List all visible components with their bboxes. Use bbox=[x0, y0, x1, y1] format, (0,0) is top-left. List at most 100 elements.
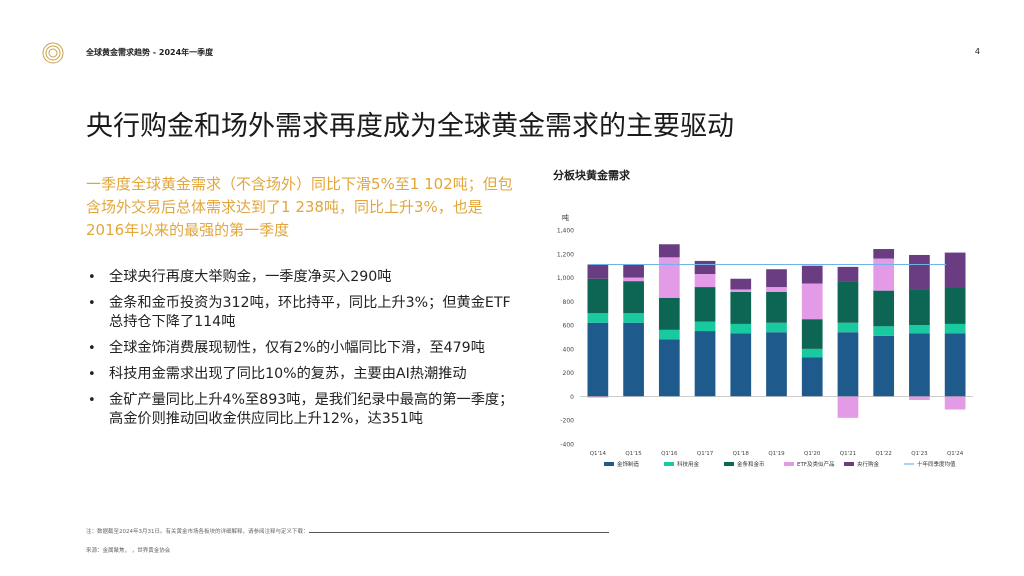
y-tick-label: 200 bbox=[563, 370, 575, 377]
legend-label: 十年同季度均值 bbox=[917, 460, 956, 468]
list-item: 金条和金币投资为312吨，环比持平，同比上升3%；但黄金ETF总持仓下降了114… bbox=[86, 294, 516, 332]
bar-segment bbox=[944, 396, 966, 410]
lead-summary: 一季度全球黄金需求（不含场外）同比下滑5%至1 102吨；但包含场外交易后总体需… bbox=[86, 175, 513, 239]
legend-swatch bbox=[784, 462, 794, 466]
bar-segment bbox=[623, 264, 644, 278]
bar-segment bbox=[587, 322, 609, 397]
x-tick-label: Q1'14 bbox=[590, 451, 607, 457]
list-item: 金矿产量同比上升4%至893吨，是我们纪录中最高的第一季度；高金价则推动回收金供… bbox=[86, 391, 516, 429]
logo-icon bbox=[42, 42, 64, 64]
bar-segment bbox=[694, 321, 716, 332]
bar-segment bbox=[837, 281, 859, 323]
bar-segment bbox=[766, 322, 787, 333]
x-tick-label: Q1'18 bbox=[733, 451, 750, 457]
bar-segment bbox=[873, 249, 895, 259]
legend-label: 央行购金 bbox=[857, 460, 880, 468]
y-tick-label: 0 bbox=[570, 394, 574, 401]
bar-segment bbox=[873, 326, 895, 336]
bar-segment bbox=[909, 333, 930, 397]
y-tick-label: 800 bbox=[563, 299, 575, 306]
bar-segment bbox=[909, 325, 930, 334]
bar-segment bbox=[730, 278, 752, 290]
chart-title: 分板块黄金需求 bbox=[553, 169, 630, 182]
list-item: 科技用金需求出现了同比10%的复苏，主要由AI热潮推动 bbox=[86, 365, 516, 384]
bar-segment bbox=[730, 289, 752, 292]
demand-by-sector-chart: 吨 -400 -200 0 200 400 600 800 1,000 1,200 1,400 Q1'… bbox=[557, 213, 973, 468]
legend-label: ETF及类似产品 bbox=[797, 460, 835, 468]
bar-segment bbox=[766, 269, 787, 288]
document-title: 全球黄金需求趋势 - 2024年一季度 bbox=[86, 48, 214, 57]
footer-link-underline bbox=[308, 527, 609, 533]
y-tick-label: 400 bbox=[563, 346, 575, 353]
bar-segment bbox=[801, 265, 823, 284]
bar-segment bbox=[873, 335, 895, 397]
bar-segment bbox=[658, 339, 680, 397]
bar-segment bbox=[837, 266, 859, 282]
bar-segment bbox=[837, 332, 859, 397]
bar-segment bbox=[694, 260, 716, 274]
legend-swatch bbox=[844, 462, 854, 466]
y-tick-label: 1,400 bbox=[557, 228, 574, 235]
bar-segment bbox=[801, 357, 823, 397]
list-item: 全球央行再度大举购金，一季度净买入290吨 bbox=[86, 268, 516, 287]
bar-segment bbox=[944, 287, 966, 324]
x-tick-label: Q1'15 bbox=[625, 451, 642, 457]
bar-segment bbox=[837, 396, 859, 418]
x-tick-label: Q1'17 bbox=[697, 451, 714, 457]
list-item: 全球金饰消费展现韧性，仅有2%的小幅同比下滑，至479吨 bbox=[86, 339, 516, 358]
bar-segment bbox=[658, 244, 680, 258]
bar-segment bbox=[694, 287, 716, 322]
x-tick-label: Q1'22 bbox=[876, 451, 892, 457]
x-tick-label: Q1'21 bbox=[840, 451, 856, 457]
bar-segment bbox=[873, 258, 895, 291]
x-tick-label: Q1'19 bbox=[768, 451, 785, 457]
legend-label: 金饰制造 bbox=[617, 460, 640, 468]
bar-segment bbox=[801, 348, 823, 358]
bar-segment bbox=[837, 322, 859, 333]
bar-segment bbox=[944, 333, 966, 397]
bar-segment bbox=[623, 313, 644, 323]
y-tick-label: 1,000 bbox=[557, 275, 574, 282]
y-tick-label: -400 bbox=[560, 442, 574, 449]
bar-segment bbox=[944, 252, 966, 288]
y-tick-label: 600 bbox=[563, 323, 575, 330]
bar-segment bbox=[694, 273, 716, 288]
bar-segment bbox=[944, 323, 966, 334]
x-tick-label: Q1'16 bbox=[661, 451, 678, 457]
bar-segment bbox=[873, 290, 895, 327]
y-axis-unit-label: 吨 bbox=[562, 213, 569, 222]
bar-segment bbox=[909, 254, 930, 290]
footer-source: 来源：金属聚焦， ，世界黄金协会 bbox=[86, 548, 171, 554]
bar-segment bbox=[658, 329, 680, 340]
bar-segment bbox=[801, 283, 823, 320]
key-points-list: 全球央行再度大举购金，一季度净买入290吨 金条和金币投资为312吨，环比持平，… bbox=[86, 268, 516, 436]
page-number: 4 bbox=[974, 47, 980, 56]
bar-segment bbox=[623, 277, 644, 282]
x-tick-label: Q1'24 bbox=[947, 451, 964, 457]
legend-label: 科技用金 bbox=[677, 460, 700, 468]
bar-segment bbox=[766, 332, 787, 397]
bar-segment bbox=[730, 333, 752, 397]
page-title: 央行购金和场外需求再度成为全球黄金需求的主要驱动 bbox=[86, 111, 734, 142]
bar-segment bbox=[658, 257, 680, 298]
footer-note-text: 注：数据截至2024年3月31日。有关黄金市场各板块的详细解释，请参阅注释与定义… bbox=[86, 529, 309, 535]
bar-segment bbox=[730, 291, 752, 324]
bar-segment bbox=[658, 297, 680, 330]
footer-note: 注：数据截至2024年3月31日。有关黄金市场各板块的详细解释，请参阅注释与定义… bbox=[86, 527, 609, 535]
bar-segment bbox=[694, 331, 716, 397]
bar-segment bbox=[587, 313, 609, 323]
legend-label: 金条和金币 bbox=[737, 460, 765, 468]
y-tick-label: 1,200 bbox=[557, 251, 574, 258]
bar-segment bbox=[766, 291, 787, 323]
bar-segment bbox=[587, 396, 609, 398]
bar-segment bbox=[730, 323, 752, 334]
x-tick-label: Q1'20 bbox=[804, 451, 821, 457]
legend-swatch bbox=[724, 462, 734, 466]
bar-segment bbox=[623, 281, 644, 314]
bar-segment bbox=[623, 322, 644, 397]
x-tick-label: Q1'23 bbox=[911, 451, 928, 457]
bar-segment bbox=[801, 319, 823, 349]
legend-swatch bbox=[604, 462, 614, 466]
bar-segment bbox=[587, 264, 609, 279]
bar-segment bbox=[909, 289, 930, 326]
